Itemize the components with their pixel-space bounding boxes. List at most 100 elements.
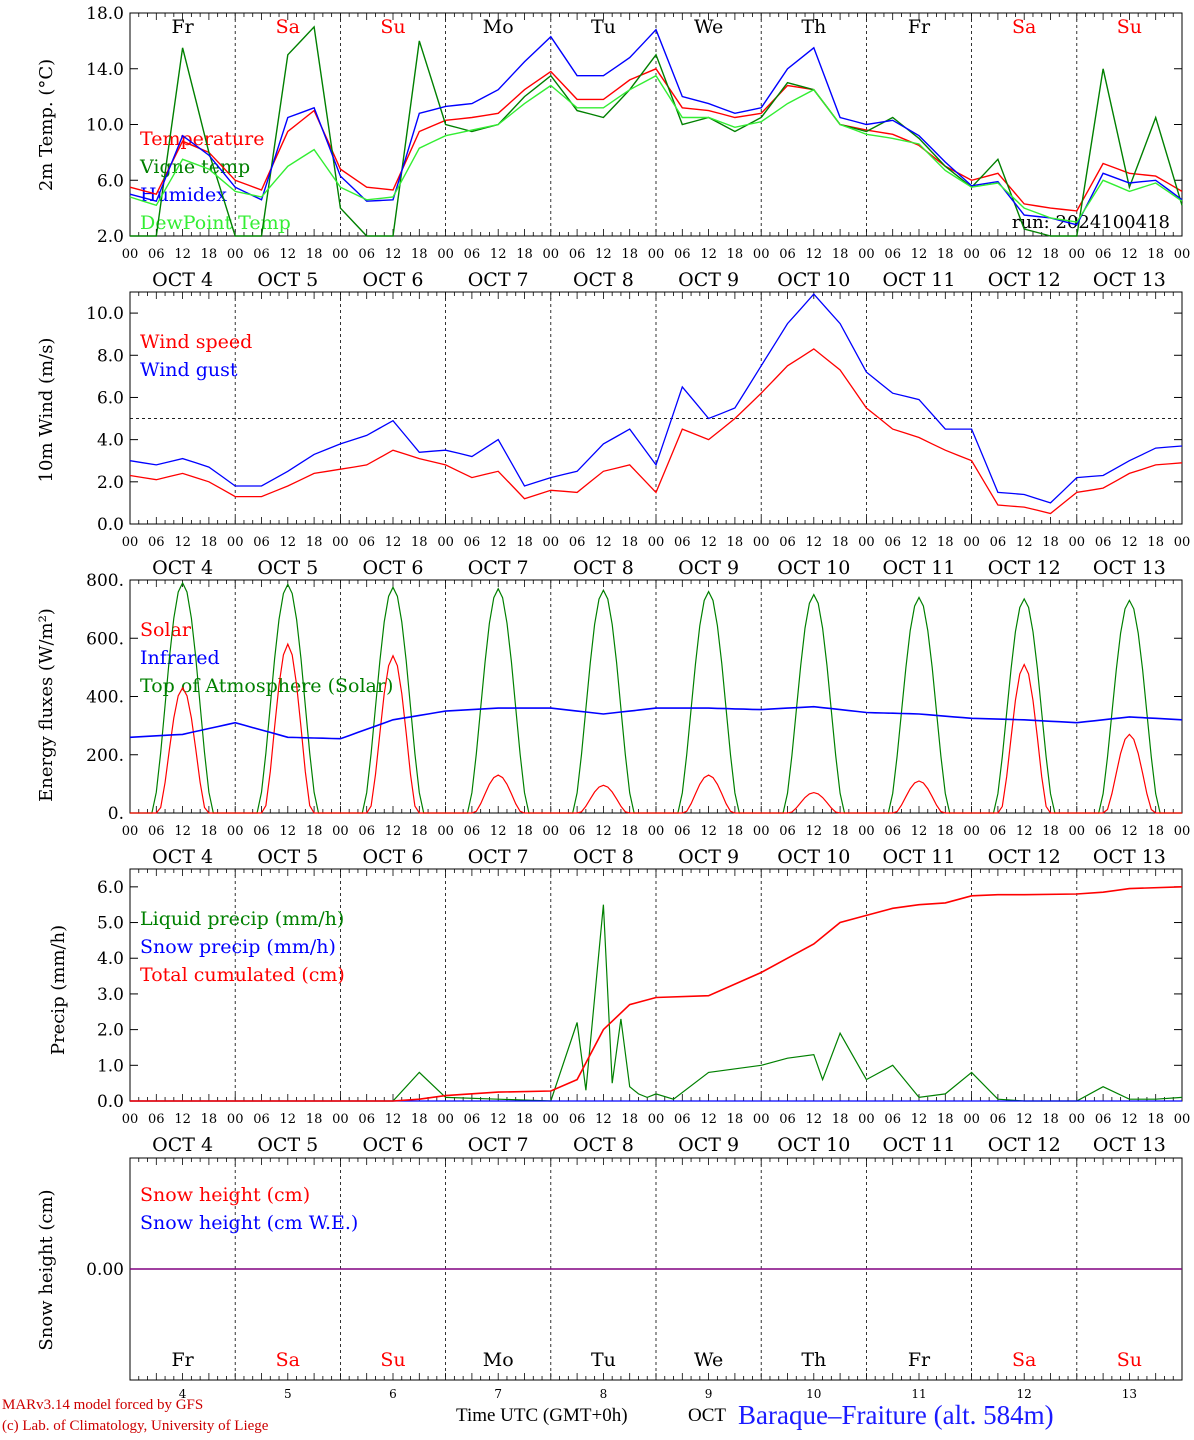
- hour-tick-label: 12: [1121, 824, 1138, 839]
- hour-tick-label: 12: [490, 1112, 507, 1127]
- day-number-label: 7: [494, 1387, 502, 1401]
- hour-tick-label: 00: [227, 824, 244, 839]
- date-label: OCT 11: [882, 269, 955, 291]
- hour-tick-label: 00: [858, 247, 875, 262]
- y-tick-label: 2.0: [97, 473, 124, 493]
- legend-2: Humidex: [140, 184, 227, 206]
- legend-0: Wind speed: [140, 331, 252, 353]
- weekday-label: Mo: [483, 1349, 514, 1371]
- hour-tick-label: 00: [858, 824, 875, 839]
- hour-tick-label: 06: [779, 535, 796, 550]
- date-label: OCT 13: [1093, 846, 1166, 868]
- hour-tick-label: 06: [358, 824, 375, 839]
- hour-tick-label: 18: [832, 824, 849, 839]
- hour-tick-label: 12: [280, 824, 297, 839]
- y-axis-label: Energy fluxes (W/m²): [36, 608, 57, 802]
- hour-tick-label: 12: [1016, 824, 1033, 839]
- hour-tick-label: 12: [174, 247, 191, 262]
- hour-tick-label: 12: [1016, 1112, 1033, 1127]
- date-label: OCT 5: [257, 557, 318, 579]
- legend-3: DewPoint Temp: [140, 212, 291, 234]
- hour-tick-label: 18: [832, 535, 849, 550]
- hour-tick-label: 06: [358, 535, 375, 550]
- hour-tick-label: 06: [990, 824, 1007, 839]
- y-tick-label: 6.0: [97, 388, 124, 408]
- day-number-label: 9: [705, 1387, 713, 1401]
- hour-tick-label: 00: [648, 535, 665, 550]
- hour-tick-label: 12: [1121, 247, 1138, 262]
- date-label: OCT 13: [1093, 1134, 1166, 1156]
- hour-tick-label: 00: [753, 824, 770, 839]
- date-label: OCT 9: [678, 846, 739, 868]
- hour-tick-label: 12: [174, 1112, 191, 1127]
- weekday-label: Sa: [276, 16, 300, 38]
- hour-tick-label: 06: [253, 824, 270, 839]
- hour-tick-label: 00: [437, 824, 454, 839]
- hour-tick-label: 18: [832, 247, 849, 262]
- date-label: OCT 4: [152, 557, 213, 579]
- day-number-label: 13: [1122, 1387, 1137, 1401]
- hour-tick-label: 06: [148, 1112, 165, 1127]
- x-axis-label: Time UTC (GMT+0h): [456, 1405, 628, 1426]
- date-label: OCT 13: [1093, 557, 1166, 579]
- date-label: OCT 6: [363, 557, 424, 579]
- hour-tick-label: 00: [963, 247, 980, 262]
- hour-tick-label: 00: [1069, 1112, 1086, 1127]
- y-tick-label: 18.0: [86, 4, 124, 24]
- y-tick-label: 200.: [86, 746, 124, 766]
- hour-tick-label: 12: [700, 824, 717, 839]
- hour-tick-label: 06: [569, 247, 586, 262]
- weekday-label: We: [694, 16, 723, 38]
- hour-tick-label: 00: [437, 535, 454, 550]
- weekday-label: Sa: [1012, 16, 1036, 38]
- hour-tick-label: 12: [1121, 1112, 1138, 1127]
- hour-tick-label: 18: [727, 535, 744, 550]
- hour-tick-label: 12: [700, 1112, 717, 1127]
- date-label: OCT 8: [573, 557, 634, 579]
- weekday-label: We: [694, 1349, 723, 1371]
- hour-tick-label: 00: [437, 1112, 454, 1127]
- day-number-label: 10: [806, 1387, 821, 1401]
- hour-tick-label: 18: [1147, 247, 1164, 262]
- date-label: OCT 12: [988, 269, 1061, 291]
- hour-tick-label: 06: [464, 824, 481, 839]
- hour-tick-label: 00: [1174, 824, 1191, 839]
- date-label: OCT 11: [882, 557, 955, 579]
- day-number-label: 5: [284, 1387, 292, 1401]
- hour-tick-label: 18: [201, 535, 218, 550]
- hour-tick-label: 12: [911, 247, 928, 262]
- y-axis-label: 10m Wind (m/s): [36, 338, 57, 483]
- hour-tick-label: 06: [779, 824, 796, 839]
- hour-tick-label: 00: [122, 247, 139, 262]
- hour-tick-label: 12: [700, 535, 717, 550]
- date-label: OCT 9: [678, 1134, 739, 1156]
- day-number-label: 6: [389, 1387, 397, 1401]
- y-tick-label: 10.0: [86, 116, 124, 136]
- hour-tick-label: 06: [884, 247, 901, 262]
- hour-tick-label: 00: [753, 535, 770, 550]
- hour-tick-label: 18: [516, 535, 533, 550]
- weekday-label: Tu: [591, 1349, 616, 1371]
- hour-tick-label: 00: [1069, 535, 1086, 550]
- hour-tick-label: 06: [253, 535, 270, 550]
- y-tick-label: 8.0: [97, 346, 124, 366]
- series-humidex: [129, 28, 1183, 226]
- weekday-label: Fr: [908, 1349, 931, 1371]
- hour-tick-label: 06: [464, 247, 481, 262]
- hour-tick-label: 06: [148, 824, 165, 839]
- hour-tick-label: 06: [1095, 535, 1112, 550]
- weekday-label: Fr: [171, 16, 194, 38]
- hour-tick-label: 18: [727, 824, 744, 839]
- hour-tick-label: 06: [1095, 247, 1112, 262]
- hour-tick-label: 00: [122, 535, 139, 550]
- y-tick-label: 400.: [86, 688, 124, 708]
- date-label: OCT 12: [988, 557, 1061, 579]
- hour-tick-label: 12: [911, 1112, 928, 1127]
- hour-tick-label: 18: [937, 1112, 954, 1127]
- date-label: OCT 7: [468, 1134, 529, 1156]
- y-axis-label: 2m Temp. (°C): [36, 59, 57, 191]
- model-credit: MARv3.14 model forced by GFS: [2, 1397, 204, 1413]
- hour-tick-label: 00: [122, 824, 139, 839]
- hour-tick-label: 00: [543, 1112, 560, 1127]
